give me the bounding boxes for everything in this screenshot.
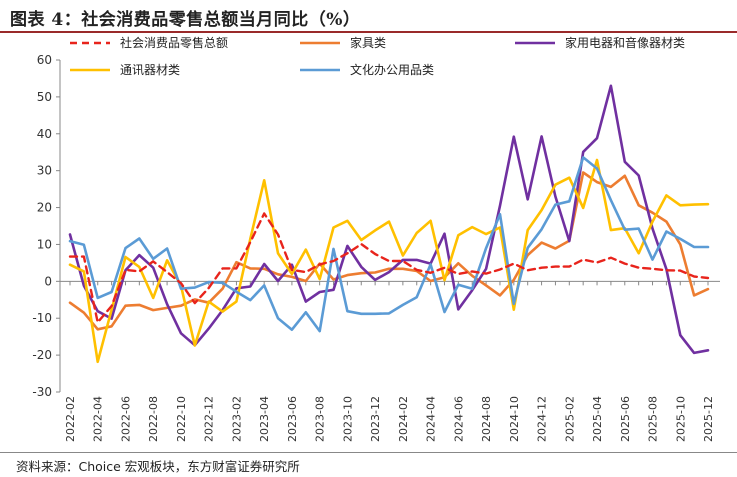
x-tick-label: 2025-12 <box>702 396 715 442</box>
y-axis: -30 -20 -10 0 10 20 30 40 50 60 <box>32 53 61 399</box>
y-tick-label: 0 <box>44 274 52 288</box>
x-tick-label: 2024-06 <box>452 396 465 442</box>
title-divider <box>0 31 737 33</box>
x-tick-label: 2025-10 <box>674 396 687 442</box>
y-tick-label: 50 <box>37 90 52 104</box>
x-axis: 2022-02 2022-04 2022-06 2022-08 2022-10 2022-… <box>60 280 720 442</box>
series-line-3 <box>68 84 710 355</box>
y-tick-label: 40 <box>37 127 52 141</box>
y-tick-label: 10 <box>37 237 52 251</box>
x-tick-label: 2022-10 <box>175 396 188 442</box>
y-tick-label: -30 <box>32 385 52 399</box>
x-tick-label: 2022-06 <box>119 396 132 442</box>
x-tick-label: 2023-12 <box>369 396 382 442</box>
x-tick-label: 2023-10 <box>341 396 354 442</box>
x-tick-label: 2022-02 <box>64 396 77 442</box>
y-tick-label: -10 <box>32 311 52 325</box>
y-tick-label: -20 <box>32 348 52 362</box>
x-tick-label: 2024-04 <box>425 396 438 442</box>
source-divider <box>0 452 737 453</box>
x-tick-label: 2025-04 <box>591 396 604 442</box>
series-line-5 <box>68 156 710 333</box>
x-tick-label: 2022-04 <box>92 396 105 442</box>
x-tick-label: 2023-02 <box>230 396 243 442</box>
series-layer <box>68 84 710 364</box>
legend-label-1: 社会消费品零售总额 <box>120 35 228 50</box>
x-tick-label: 2024-12 <box>536 396 549 442</box>
y-tick-label: 30 <box>37 164 52 178</box>
y-tick-label: 60 <box>37 53 52 67</box>
series-line-1 <box>68 212 710 324</box>
x-tick-label: 2023-06 <box>286 396 299 442</box>
legend-label-4: 通讯器材类 <box>120 63 180 77</box>
legend-label-5: 文化办公用品类 <box>350 62 434 77</box>
x-tick-label: 2025-02 <box>563 396 576 442</box>
chart-title: 图表 4：社会消费品零售总额当月同比（%） <box>10 10 361 30</box>
legend-label-3: 家用电器和音像器材类 <box>565 35 685 50</box>
source-note: 资料来源：Choice 宏观板块，东方财富证券研究所 <box>16 459 300 474</box>
x-tick-label: 2024-02 <box>397 396 410 442</box>
x-tick-label: 2023-04 <box>258 396 271 442</box>
legend-label-2: 家具类 <box>350 35 386 50</box>
x-tick-label: 2025-08 <box>647 396 660 442</box>
x-tick-label: 2023-08 <box>314 396 327 442</box>
x-tick-label: 2025-06 <box>619 396 632 442</box>
x-tick-label: 2024-08 <box>480 396 493 442</box>
y-tick-label: 20 <box>37 201 52 215</box>
x-tick-label: 2022-08 <box>147 396 160 442</box>
x-tick-label: 2024-10 <box>508 396 521 442</box>
x-tick-label: 2022-12 <box>203 396 216 442</box>
